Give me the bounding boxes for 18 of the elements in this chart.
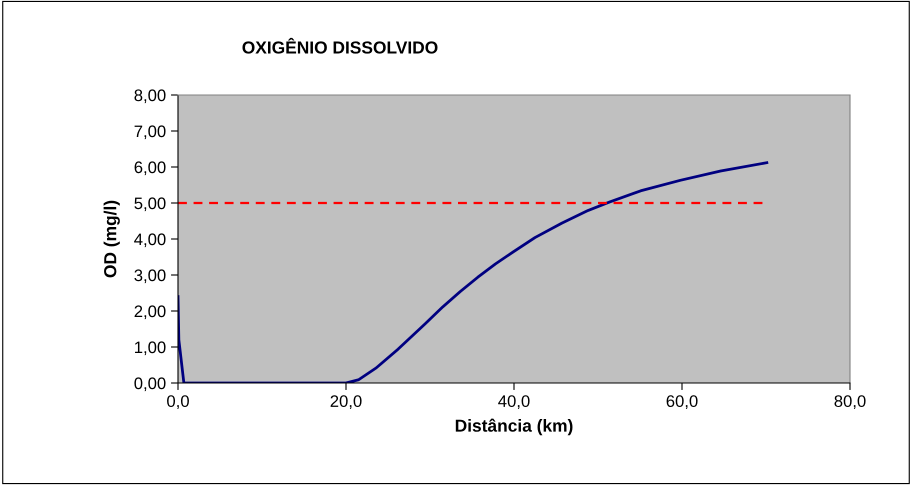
x-tick-label: 80,0 xyxy=(834,395,866,410)
y-tick-label: 1,00 xyxy=(135,341,166,356)
x-tick-label: 20,0 xyxy=(330,395,362,410)
y-axis-title: OD (mg/l) xyxy=(104,200,120,278)
y-tick-label: 6,00 xyxy=(134,161,166,176)
chart-title: OXIGÊNIO DISSOLVIDO xyxy=(242,38,438,54)
y-tick-label: 7,00 xyxy=(134,125,166,140)
y-tick-label: 8,00 xyxy=(134,89,166,104)
x-axis-title: Distância (km) xyxy=(456,418,572,436)
y-tick-label: 3,00 xyxy=(134,269,166,284)
line-series xyxy=(178,161,768,383)
y-tick-label: 2,00 xyxy=(134,305,166,320)
x-tick-label: 0,0 xyxy=(167,395,189,410)
y-tick-label: 4,00 xyxy=(134,233,166,248)
x-tick-label: 60,0 xyxy=(666,395,698,410)
x-tick-label: 40,0 xyxy=(498,395,530,410)
y-tick-label: 5,00 xyxy=(134,197,166,212)
y-tick-label: 0,00 xyxy=(134,377,166,392)
